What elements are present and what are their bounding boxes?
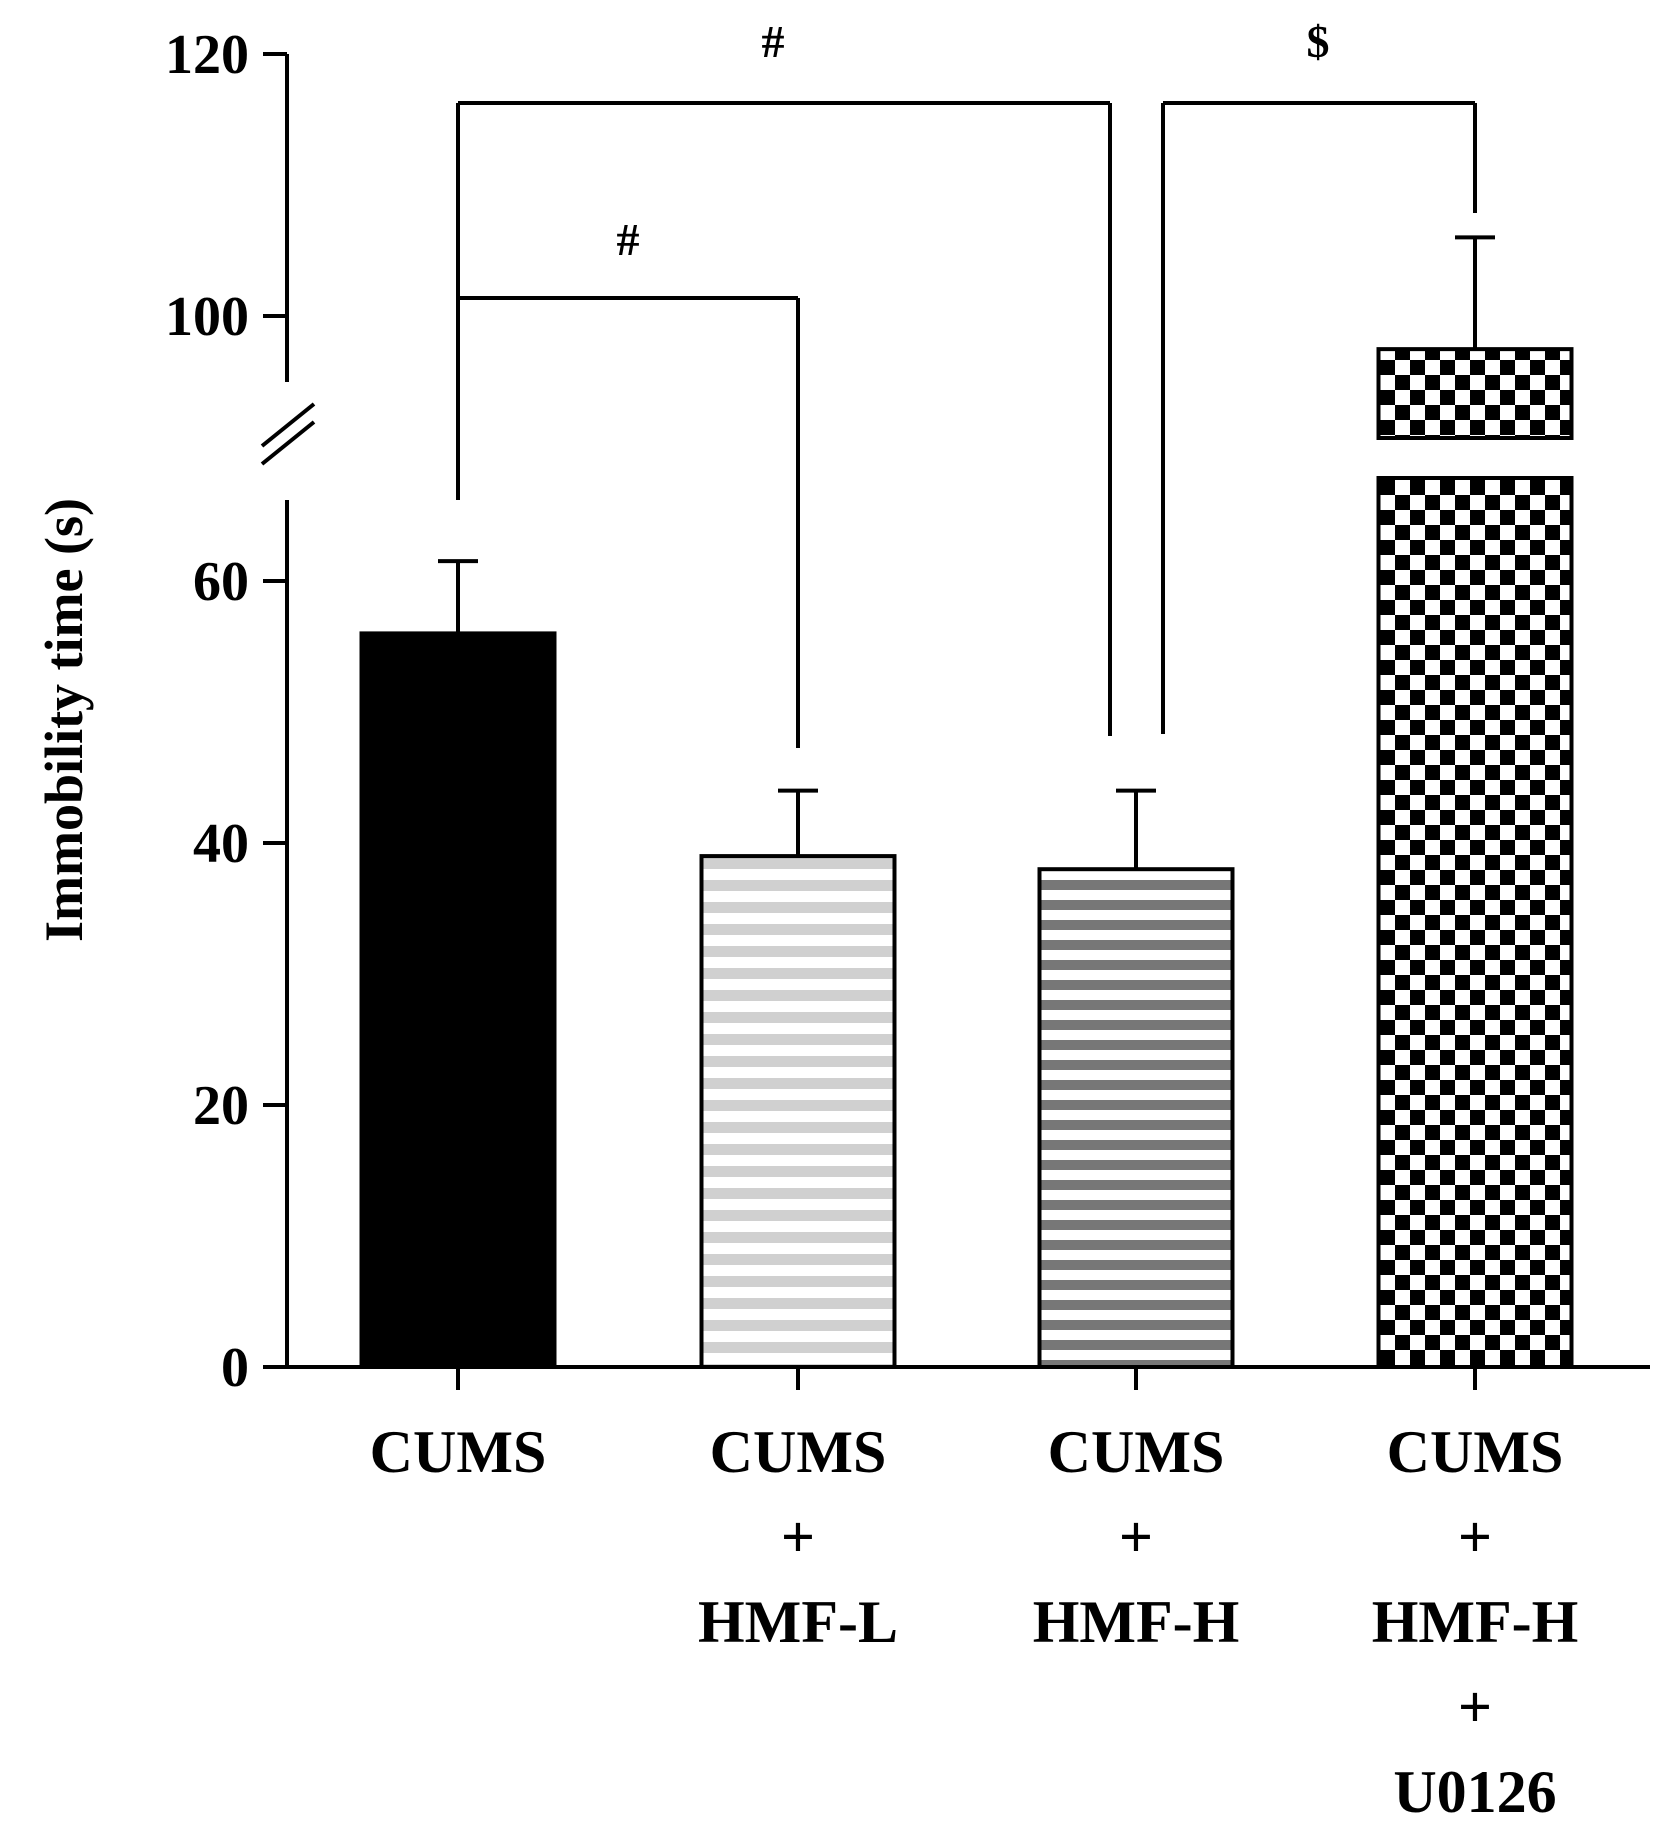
category-label: HMF-H	[1033, 1589, 1240, 1655]
category-label: U0126	[1393, 1759, 1556, 1825]
category-label: +	[781, 1504, 815, 1570]
significance-marker: #	[617, 214, 640, 265]
category-label: +	[1119, 1504, 1153, 1570]
significance-brackets: # # $	[456, 16, 1477, 748]
bar	[699, 854, 897, 1369]
category-label: CUMS	[1387, 1419, 1564, 1485]
y-tick-label: 20	[193, 1075, 249, 1137]
category-label: CUMS	[710, 1419, 887, 1485]
y-tick-label: 100	[165, 286, 249, 348]
axis-break-mark	[260, 420, 316, 466]
y-tick-label: 0	[221, 1337, 249, 1399]
y-tick-label: 120	[165, 24, 249, 86]
category-label: +	[1458, 1674, 1492, 1740]
bars	[359, 347, 1574, 1369]
significance-marker: $	[1307, 16, 1330, 67]
category-label: CUMS	[1048, 1419, 1225, 1485]
category-label: CUMS	[370, 1419, 547, 1485]
bar	[1376, 476, 1574, 1369]
x-axis	[263, 1365, 1650, 1390]
category-label: HMF-L	[698, 1589, 898, 1655]
y-tick-label: 40	[193, 813, 249, 875]
axis-break-mark	[260, 402, 316, 448]
y-axis: 0 20 40 60 100 120	[165, 24, 316, 1399]
category-labels: CUMS CUMS + HMF-L CUMS + HMF-H CUMS + HMF-H + U0126	[370, 1419, 1579, 1825]
significance-marker: #	[762, 16, 785, 67]
bar-upper-segment	[1376, 347, 1574, 440]
category-label: +	[1458, 1504, 1492, 1570]
error-bars	[438, 235, 1495, 870]
bar	[359, 631, 557, 1369]
category-label: HMF-H	[1372, 1589, 1579, 1655]
y-axis-label: Immobility time (s)	[34, 498, 94, 942]
bar	[1037, 867, 1235, 1369]
y-tick-label: 60	[193, 551, 249, 613]
